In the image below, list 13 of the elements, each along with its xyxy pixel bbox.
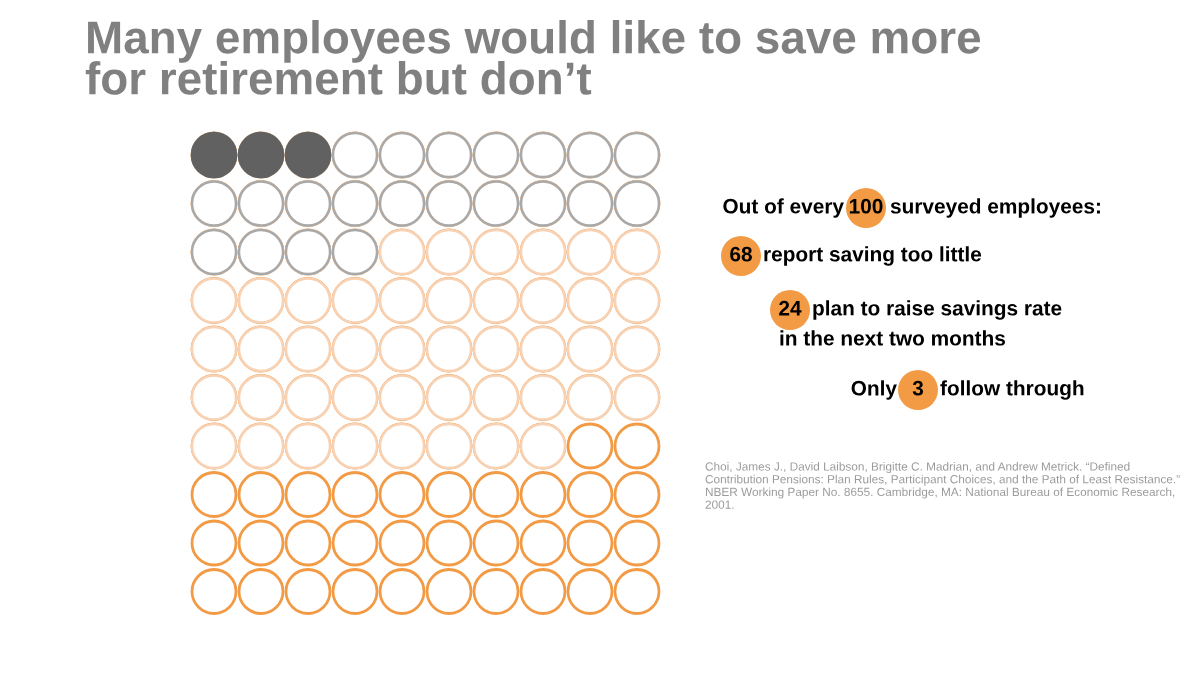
text: surveyed employees: (890, 198, 1100, 218)
text: Choi, James J., David Laibson, Brigitte C. Madrian, and Andrew Metrick. “Defined Contribution Pensions: Plan Rules, Participant Choices, and the Path of Least Resistance.” NBER Working Paper No. 8655. Cambridge, MA: National Bureau of Economic Research, 2001. (705, 462, 1180, 509)
text: Out of every (723, 198, 844, 218)
data-label: 68 (730, 246, 752, 262)
data-label: 3 (912, 380, 924, 396)
data-label: 100 (849, 198, 883, 214)
text: report saving too little (764, 246, 982, 266)
text: plan to raise savings rate (813, 300, 1062, 320)
text: follow through (940, 380, 1084, 400)
text: Only (851, 380, 897, 400)
text: Many employees would like to save more for retirement but don’t (85, 20, 981, 95)
text: in the next two months (780, 330, 1005, 346)
data-label: 24 (779, 300, 802, 316)
